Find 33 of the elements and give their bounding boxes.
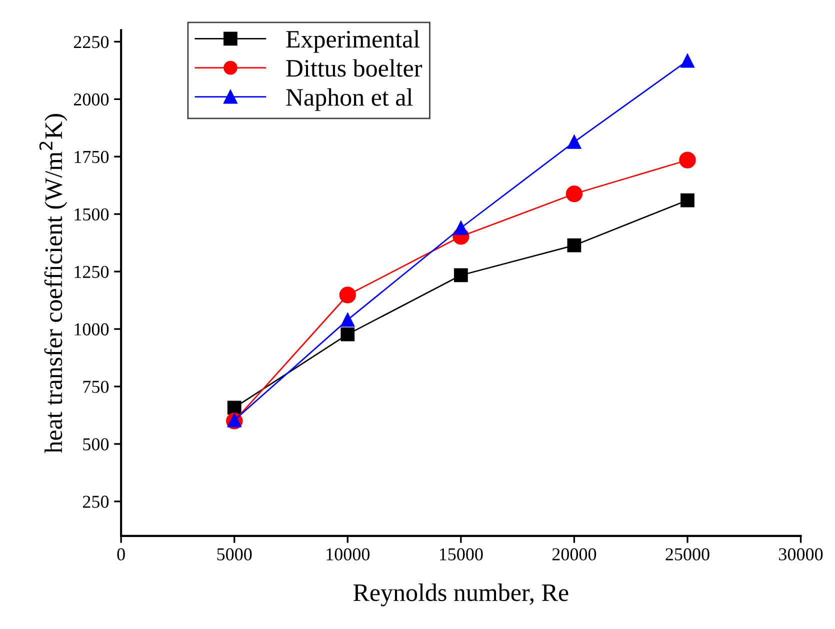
point bbox=[340, 312, 355, 327]
point bbox=[680, 54, 694, 68]
point bbox=[454, 220, 468, 235]
point bbox=[227, 400, 242, 415]
x-tick-label: 15000 bbox=[440, 548, 483, 560]
legend-label: Dittus boelter bbox=[286, 59, 422, 77]
y-axis-title: heat transfer coefficient (W/m$^{2}$K) bbox=[39, 114, 68, 454]
point bbox=[567, 134, 582, 149]
legend-label: Experimental bbox=[286, 30, 420, 53]
y-tick-label: 1250 bbox=[74, 266, 109, 278]
point bbox=[340, 327, 355, 342]
legend-label: Naphon et al bbox=[286, 88, 413, 111]
x-tick-label: 25000 bbox=[666, 548, 710, 560]
y-tick-label: 1000 bbox=[74, 323, 109, 336]
y-tick-label: 2250 bbox=[74, 36, 109, 48]
x-tick-label: 5000 bbox=[217, 548, 252, 560]
x-tick-label: 10000 bbox=[326, 548, 370, 560]
y-tick-label: 1500 bbox=[74, 208, 109, 221]
point bbox=[567, 238, 582, 252]
y-tick-label: 500 bbox=[83, 438, 109, 450]
point bbox=[566, 186, 583, 202]
point bbox=[339, 286, 356, 304]
point bbox=[680, 193, 694, 208]
x-tick-label: 30000 bbox=[779, 548, 823, 560]
y-tick-label: 750 bbox=[83, 380, 109, 393]
y-tick-label: 1750 bbox=[74, 150, 109, 164]
x-tick-label: 20000 bbox=[552, 548, 596, 560]
y-tick-label: 2000 bbox=[74, 93, 109, 106]
point bbox=[679, 152, 696, 168]
y-tick-label: 250 bbox=[82, 496, 109, 508]
x-axis-title: Reynolds number, Re bbox=[353, 584, 568, 606]
x-tick-label: 0 bbox=[117, 548, 125, 560]
point bbox=[454, 268, 468, 282]
